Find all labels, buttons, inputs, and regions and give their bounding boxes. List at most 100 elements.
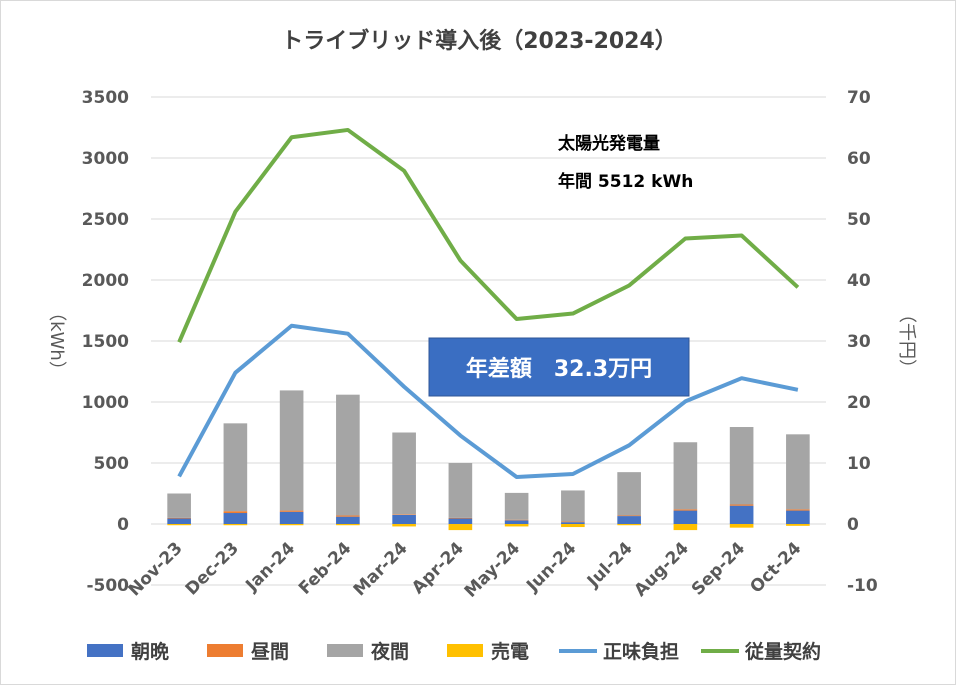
x-tick-label: Apr-24	[408, 538, 468, 598]
right-tick-label: 30	[847, 332, 871, 352]
left-axis-label: （kWh）	[46, 303, 67, 379]
legend-swatch	[87, 644, 123, 657]
bar-売電-Jun-24	[561, 524, 585, 528]
bar-夜間-Jan-24	[279, 390, 304, 511]
bar-売電-Jan-24	[279, 524, 304, 526]
x-tick-label: Sep-24	[688, 538, 749, 599]
x-tick-label: Feb-24	[295, 538, 355, 598]
bar-夜間-Dec-23	[223, 423, 248, 512]
bar-朝晩-Jan-24	[279, 511, 304, 524]
right-axis-ticks: -10 0 10 20 30 40 50 60 70	[847, 88, 878, 596]
right-tick-label: 0	[847, 515, 859, 535]
bar-売電-Sep-24	[729, 524, 754, 528]
x-tick-label: Mar-24	[350, 538, 412, 600]
bar-朝晩-Nov-23	[167, 518, 191, 524]
bar-夜間-Aug-24	[673, 442, 698, 510]
legend-swatch	[447, 644, 483, 657]
bar-昼間-Jul-24	[617, 515, 641, 517]
legend-label: 正味負担	[603, 640, 679, 663]
right-axis-label: （千円）	[896, 305, 917, 377]
x-tick-label: Dec-23	[182, 538, 243, 599]
bar-朝晩-May-24	[504, 520, 529, 524]
bar-夜間-Sep-24	[729, 427, 754, 505]
line-series-group	[177, 127, 800, 480]
left-tick-label: 0	[117, 515, 129, 535]
bar-売電-Mar-24	[392, 524, 416, 527]
legend-label: 夜間	[370, 640, 409, 663]
right-tick-label: 50	[847, 210, 871, 230]
bar-朝晩-Aug-24	[673, 510, 698, 524]
right-tick-label: 20	[847, 393, 871, 413]
bar-売電-Feb-24	[336, 524, 360, 526]
left-tick-label: 1500	[82, 332, 129, 352]
legend-label: 朝晩	[131, 640, 169, 663]
bar-昼間-Jun-24	[561, 521, 585, 523]
bar-昼間-May-24	[504, 519, 529, 521]
bar-朝晩-Feb-24	[336, 516, 360, 524]
left-tick-label: 3000	[82, 149, 129, 169]
bar-売電-Aug-24	[673, 524, 698, 531]
bar-売電-May-24	[504, 524, 529, 527]
bar-夜間-Nov-23	[167, 493, 191, 518]
bar-売電-Apr-24	[448, 524, 473, 531]
bar-昼間-Apr-24	[448, 517, 473, 519]
bar-昼間-Nov-23	[167, 517, 191, 519]
legend-swatch	[207, 644, 243, 657]
line-series-従量契約	[177, 127, 800, 344]
bar-夜間-Mar-24	[392, 432, 416, 515]
right-tick-label: 70	[847, 88, 871, 108]
left-tick-label: 3500	[82, 88, 129, 108]
legend-label: 昼間	[251, 641, 289, 663]
bar-売電-Nov-23	[167, 524, 191, 526]
solar-annotation-value: 年間 5512 kWh	[558, 171, 693, 192]
left-axis-ticks: -500 0 500 1000 1500 2000 2500 3000 3500	[82, 88, 129, 596]
solar-annotation-title: 太陽光発電量	[558, 133, 660, 154]
bar-昼間-Mar-24	[392, 514, 416, 515]
bar-朝晩-Mar-24	[392, 514, 416, 524]
bar-夜間-Apr-24	[448, 463, 473, 518]
x-tick-label: Jan-24	[241, 538, 299, 596]
left-tick-label: -500	[86, 576, 129, 596]
bar-夜間-Oct-24	[786, 434, 810, 510]
bar-朝晩-Apr-24	[448, 518, 473, 524]
x-tick-label: Aug-24	[631, 538, 693, 600]
bar-昼間-Sep-24	[729, 504, 754, 506]
x-tick-label: Jun-24	[522, 538, 580, 596]
bar-朝晩-Jul-24	[617, 516, 641, 524]
left-tick-label: 1000	[82, 393, 129, 413]
line-series-正味負担	[177, 323, 799, 480]
bar-夜間-Jul-24	[617, 472, 641, 516]
bar-昼間-Dec-23	[223, 511, 248, 514]
right-tick-label: 10	[847, 454, 871, 474]
callout-box	[428, 337, 690, 397]
right-tick-label: -10	[847, 576, 878, 596]
legend-label: 売電	[491, 640, 529, 663]
left-tick-label: 2500	[82, 210, 129, 230]
bar-売電-Dec-23	[223, 524, 248, 526]
bar-売電-Oct-24	[786, 524, 810, 526]
bar-夜間-Feb-24	[336, 394, 360, 516]
x-tick-label: Jul-24	[583, 538, 637, 592]
x-tick-label: Nov-23	[125, 538, 187, 600]
left-tick-label: 500	[94, 454, 130, 474]
right-tick-label: 60	[847, 149, 871, 169]
bar-朝晩-Oct-24	[786, 510, 810, 524]
bar-朝晩-Jun-24	[561, 522, 585, 524]
right-tick-label: 40	[847, 271, 871, 291]
legend-label: 従量契約	[744, 640, 821, 663]
callout-text: 年差額 32.3万円	[466, 356, 652, 382]
bar-series-group	[167, 390, 810, 531]
bar-夜間-Jun-24	[561, 490, 585, 522]
x-tick-label: Oct-24	[746, 538, 805, 597]
legend-swatch	[327, 644, 363, 657]
bar-昼間-Jan-24	[279, 510, 304, 512]
x-tick-label: May-24	[461, 538, 525, 602]
bar-売電-Jul-24	[617, 524, 641, 526]
bar-昼間-Oct-24	[786, 509, 810, 511]
left-tick-label: 2000	[82, 271, 129, 291]
bar-朝晩-Sep-24	[729, 505, 754, 524]
bar-昼間-Aug-24	[673, 509, 698, 511]
